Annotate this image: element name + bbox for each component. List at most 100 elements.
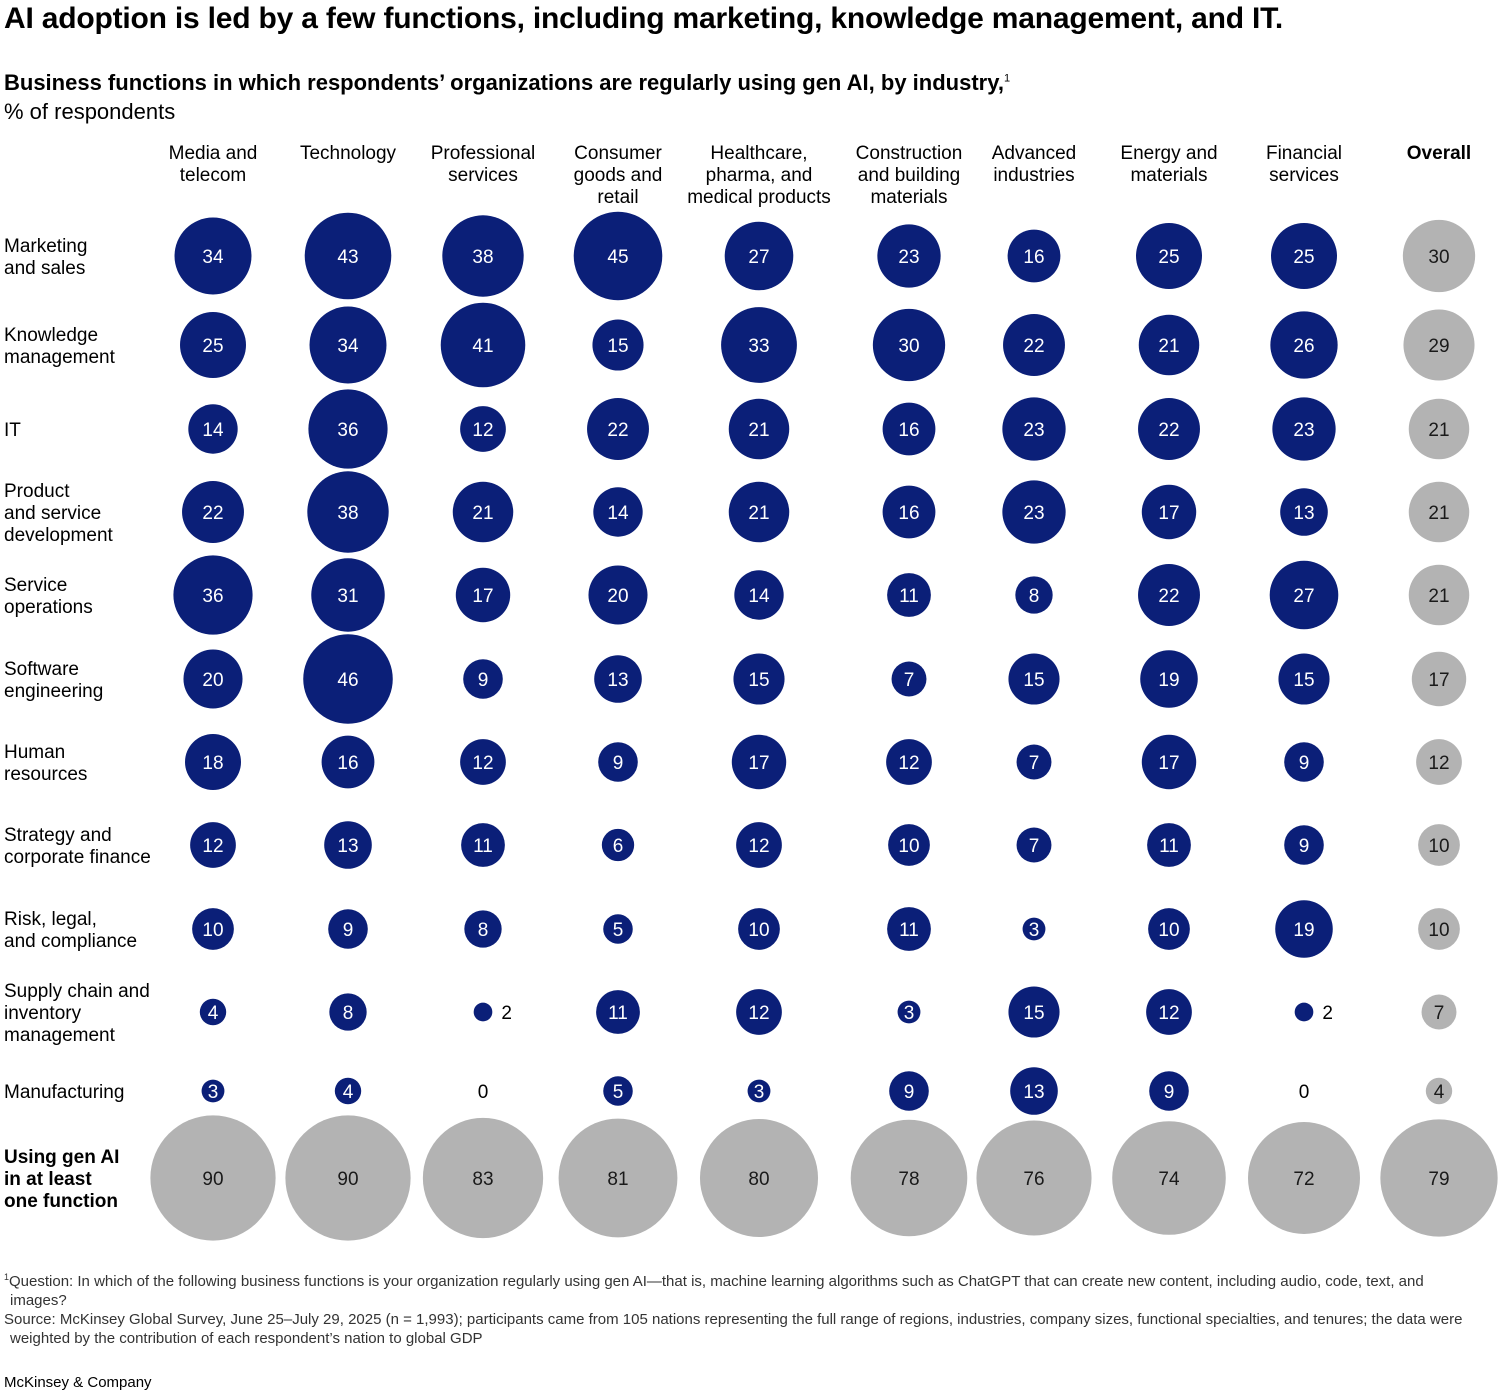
bubble-value: 9 bbox=[1299, 836, 1310, 857]
bubble-value: 15 bbox=[607, 336, 628, 357]
column-header-line: services bbox=[448, 165, 518, 186]
bubble-value: 31 bbox=[337, 586, 358, 607]
bubble bbox=[1002, 480, 1066, 544]
bubble-value: 30 bbox=[1428, 247, 1449, 268]
bubble-value: 34 bbox=[337, 336, 359, 357]
bubble-value: 21 bbox=[1428, 503, 1449, 524]
bubble-value: 21 bbox=[1428, 586, 1449, 607]
bubble-value: 10 bbox=[1428, 836, 1449, 857]
subtitle-text: Business functions in which respondents’… bbox=[4, 70, 1004, 95]
row-label-line: Software bbox=[4, 659, 79, 680]
bubble-value: 29 bbox=[1428, 336, 1449, 357]
bubble-value: 19 bbox=[1158, 670, 1179, 691]
row-label-line: development bbox=[4, 525, 114, 546]
column-header-line: materials bbox=[1130, 165, 1207, 186]
row-label-line: and service bbox=[4, 503, 101, 524]
summary-bubble-value: 83 bbox=[472, 1169, 493, 1190]
bubble bbox=[1284, 825, 1324, 865]
bubble-value: 36 bbox=[337, 420, 358, 441]
bubble bbox=[1418, 824, 1460, 866]
bubble bbox=[1272, 397, 1336, 461]
bubble-value: 22 bbox=[1158, 420, 1179, 441]
bubble bbox=[334, 1077, 362, 1105]
bubble-value: 17 bbox=[748, 753, 769, 774]
bubble-value: 36 bbox=[202, 586, 223, 607]
column-header: Healthcare, pharma, and medical products bbox=[687, 143, 831, 208]
summary-bubble-value: 80 bbox=[748, 1169, 769, 1190]
bubble bbox=[891, 661, 927, 697]
bubble bbox=[324, 821, 372, 869]
bubble-value: 11 bbox=[608, 1003, 628, 1024]
bubble-value: 4 bbox=[1434, 1082, 1445, 1103]
bubble-value: 15 bbox=[1023, 1003, 1044, 1024]
summary-bubble bbox=[699, 1118, 819, 1238]
bubble bbox=[1425, 1077, 1453, 1105]
bubble-value: 21 bbox=[472, 503, 493, 524]
bubble bbox=[588, 565, 648, 625]
bubble-value: 9 bbox=[1164, 1082, 1175, 1103]
bubble bbox=[464, 910, 502, 948]
bubble-value: 23 bbox=[1023, 503, 1044, 524]
bubble bbox=[1138, 398, 1200, 460]
column-header-line: Media and bbox=[169, 143, 258, 164]
summary-bubble bbox=[285, 1115, 411, 1241]
summary-row-label: Using gen AI in at least one function bbox=[4, 1147, 119, 1212]
column-header: Overall bbox=[1407, 143, 1471, 164]
bubble-value: 2 bbox=[1322, 1003, 1333, 1024]
summary-bubble-value: 81 bbox=[607, 1169, 628, 1190]
bubble-value: 38 bbox=[472, 247, 493, 268]
bubble-value: 20 bbox=[202, 670, 223, 691]
bubble bbox=[728, 398, 790, 460]
summary-bubble-value: 79 bbox=[1428, 1169, 1449, 1190]
bubble bbox=[1016, 744, 1052, 780]
bubble-value: 3 bbox=[754, 1082, 765, 1103]
bubble-value: 22 bbox=[607, 420, 628, 441]
bubble bbox=[1408, 481, 1470, 543]
row-label: Knowledge management bbox=[4, 325, 116, 368]
bubble-value: 23 bbox=[1023, 420, 1044, 441]
bubble bbox=[1136, 223, 1202, 289]
bubble bbox=[309, 306, 387, 384]
bubble bbox=[173, 555, 253, 635]
bubble-value: 21 bbox=[748, 503, 769, 524]
bubble bbox=[724, 221, 794, 291]
bubble-value: 18 bbox=[202, 753, 223, 774]
bubble bbox=[1275, 900, 1333, 958]
bubble-value: 4 bbox=[208, 1003, 219, 1024]
bubble-value: 10 bbox=[202, 920, 223, 941]
bubble-value: 17 bbox=[472, 586, 493, 607]
bubble bbox=[463, 659, 503, 699]
row-label-line: Knowledge bbox=[4, 325, 98, 346]
row-label-line: management bbox=[4, 347, 116, 368]
column-header: Energy and materials bbox=[1120, 143, 1217, 186]
subtitle-footnote-marker: 1 bbox=[1003, 72, 1011, 85]
column-header-line: Professional bbox=[431, 143, 536, 164]
bubble bbox=[736, 989, 782, 1035]
bubble bbox=[201, 1079, 225, 1103]
summary-bubble bbox=[150, 1115, 276, 1241]
bubble-value: 16 bbox=[337, 753, 358, 774]
bubble-value: 12 bbox=[748, 1003, 769, 1024]
row-label: Marketing and sales bbox=[4, 236, 87, 279]
bubble bbox=[1148, 908, 1190, 950]
bubble-value: 22 bbox=[1158, 586, 1179, 607]
bubble bbox=[460, 739, 506, 785]
column-header-line: Technology bbox=[300, 143, 397, 164]
summary-bubble bbox=[422, 1117, 544, 1239]
bubble-value: 17 bbox=[1158, 753, 1179, 774]
bubble bbox=[1147, 823, 1191, 867]
column-header-line: services bbox=[1269, 165, 1339, 186]
bubble-value: 19 bbox=[1293, 920, 1314, 941]
row-label: Software engineering bbox=[4, 659, 103, 702]
summary-bubble bbox=[1112, 1121, 1226, 1235]
row-label-line: and compliance bbox=[4, 931, 137, 952]
bubble-value: 9 bbox=[1299, 753, 1310, 774]
bubble-value: 13 bbox=[1023, 1082, 1044, 1103]
bubble-value: 26 bbox=[1293, 336, 1314, 357]
bubble bbox=[1003, 314, 1065, 376]
bubble-value: 9 bbox=[904, 1082, 915, 1103]
bubble-value: 13 bbox=[607, 670, 628, 691]
column-header: Media and telecom bbox=[169, 143, 258, 186]
bubble-value: 12 bbox=[1428, 753, 1449, 774]
